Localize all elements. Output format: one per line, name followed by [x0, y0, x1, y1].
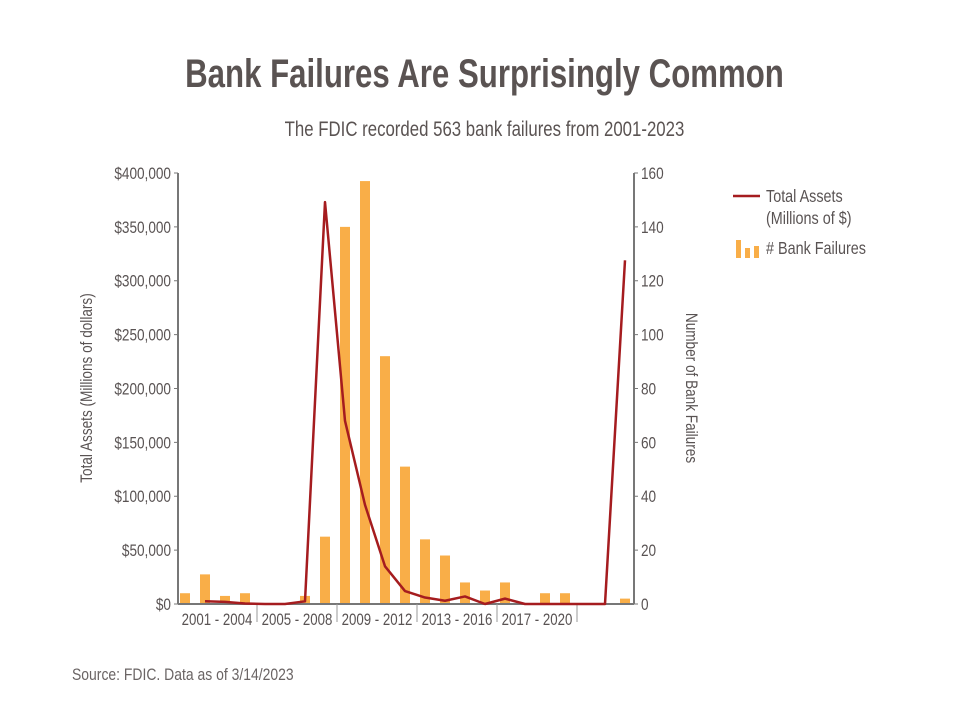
x-group-label: 2001 - 2004	[182, 611, 253, 630]
bar-2015	[460, 582, 470, 604]
x-group-label: 2009 - 2012	[342, 611, 413, 630]
bar-2011	[380, 356, 390, 604]
left-axis-title: Total Assets (Millions of dollars)	[78, 293, 97, 482]
x-group-label: 2005 - 2008	[262, 611, 333, 630]
right-tick-label: 140	[641, 219, 664, 238]
right-tick-label: 100	[641, 326, 664, 345]
legend-label-total-assets: Total Assets	[766, 187, 843, 207]
bar-2012	[400, 466, 410, 604]
bar-2020	[560, 593, 570, 604]
left-tick-label: $50,000	[122, 542, 171, 561]
legend-bar-swatch	[745, 248, 750, 258]
bar-2002	[200, 574, 210, 604]
left-tick-label: $350,000	[114, 219, 171, 238]
left-tick-label: $150,000	[114, 434, 171, 453]
bar-2013	[420, 539, 430, 604]
x-group-label: 2017 - 2020	[502, 611, 573, 630]
right-tick-label: 120	[641, 272, 664, 291]
bar-2001	[180, 593, 190, 604]
left-tick-label: $100,000	[114, 488, 171, 507]
legend-label-bank-failures: # Bank Failures	[766, 239, 866, 259]
x-group-label: 2013 - 2016	[422, 611, 493, 630]
legend-bar-swatch	[754, 246, 759, 258]
legend-label-total-assets: (Millions of $)	[766, 209, 852, 229]
bar-2016	[480, 590, 490, 604]
left-tick-label: $300,000	[114, 272, 171, 291]
right-tick-label: 40	[641, 488, 656, 507]
bar-2017	[500, 582, 510, 604]
bar-2003	[220, 595, 230, 604]
chart-subtitle: The FDIC recorded 563 bank failures from…	[284, 118, 685, 141]
right-tick-label: 60	[641, 434, 656, 453]
bar-2008	[320, 536, 330, 604]
right-tick-label: 80	[641, 380, 656, 399]
bar-2010	[360, 181, 370, 605]
bar-2019	[540, 593, 550, 604]
left-tick-label: $200,000	[114, 380, 171, 399]
legend-bar-swatch	[736, 240, 741, 258]
bar-2023	[620, 598, 630, 604]
right-tick-label: 160	[641, 165, 664, 184]
left-tick-label: $0	[156, 596, 171, 615]
right-axis-title: Number of Bank Failures	[682, 313, 701, 464]
total-assets-line	[204, 200, 627, 606]
bar-2014	[440, 555, 450, 604]
right-tick-label: 0	[641, 596, 649, 615]
source-note: Source: FDIC. Data as of 3/14/2023	[72, 665, 294, 684]
bar-2004	[240, 593, 250, 604]
chart-title: Bank Failures Are Surprisingly Common	[185, 52, 784, 96]
right-tick-label: 20	[641, 542, 656, 561]
left-tick-label: $250,000	[114, 326, 171, 345]
left-tick-label: $400,000	[114, 165, 171, 184]
